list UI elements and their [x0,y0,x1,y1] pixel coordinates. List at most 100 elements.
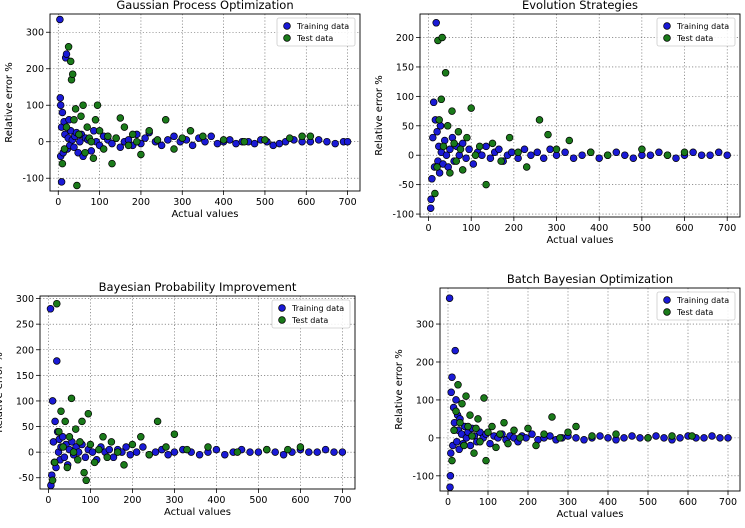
training-point [48,397,57,405]
legend: Training data Test data [271,299,351,329]
training-point [708,432,716,440]
test-point [162,443,170,451]
x-tick-label: 100 [479,497,497,508]
y-tick-label: -50 [18,473,34,484]
test-point [86,440,95,449]
test-point [510,426,518,435]
y-tick-label: 200 [26,64,44,75]
test-point [89,154,98,162]
test-point [55,427,63,436]
test-point [462,392,470,400]
test-series [431,33,689,198]
x-tick-label: 0 [45,495,51,506]
test-point [95,445,103,454]
training-legend-marker [278,304,286,312]
test-point [458,399,466,408]
y-tick-label: -50 [398,180,414,191]
training-point [88,448,97,456]
test-point [437,95,446,104]
y-tick-label: 0 [408,151,414,162]
test-point [443,122,452,130]
test-point [73,181,81,190]
training-point [697,151,706,159]
test-point [472,424,480,433]
training-point [132,448,141,456]
training-point [58,108,67,117]
test-point [482,456,490,465]
test-point [456,145,465,154]
training-point [478,151,486,159]
y-tick-label: 300 [16,294,34,305]
x-tick-label: 600 [679,497,697,508]
training-point [426,204,435,212]
test-point [62,123,71,131]
training-point [70,143,78,151]
test-point [240,137,249,146]
test-point [199,132,207,141]
subplot-batch-bayesian-optimization: 0 100 200 300 400 500 600 700 -100 0 100 200 300 Batc… [394,272,741,520]
y-axis-label: Relative error % [394,349,405,429]
test-point [458,166,467,174]
legend: Training data Test data [656,17,736,47]
training-point [660,434,668,442]
x-tick-label: 200 [123,495,141,506]
test-point [524,424,532,433]
test-point [497,157,505,165]
legend-box [656,17,736,47]
training-point [170,132,178,141]
training-point [157,141,166,150]
test-point [48,476,57,485]
y-tick-label: -100 [22,174,44,185]
test-series [58,43,315,190]
x-tick-label: 100 [91,197,109,208]
y-tick-label: 250 [16,320,34,331]
training-point [76,137,84,146]
training-point [595,154,603,162]
x-tick-label: 0 [55,197,61,208]
test-point [433,163,441,171]
test-point [482,180,490,189]
x-tick-label: 400 [599,497,617,508]
training-point [46,305,55,313]
test-point [452,157,461,165]
test-point [120,123,129,131]
test-point [82,476,90,485]
subplot-gaussian-process: 0 100 200 300 400 500 600 700 -100 0 100 200 300 Gaus… [4,0,361,220]
test-point [505,133,514,142]
test-point [161,116,170,124]
y-axis-label: Relative error % [0,352,5,432]
training-point [232,139,240,148]
test-point [120,461,128,469]
x-tick-label: 300 [165,495,183,506]
test-point [137,150,145,159]
training-point [433,127,441,136]
plot-frame [419,13,741,218]
x-tick-label: 500 [256,197,274,208]
training-point [447,388,455,397]
test-point [80,468,88,477]
x-tick-label: 400 [207,495,225,506]
x-tick-label: 400 [215,197,233,208]
x-axis-label: Actual values [546,235,613,246]
training-point [116,143,125,151]
test-point [480,394,488,402]
training-point [250,139,259,148]
training-point [569,154,578,162]
chart-title: Bayesian Probability Improvement [99,280,297,294]
test-point [104,132,112,141]
training-point [716,434,724,442]
training-point [139,443,147,451]
test-point [460,441,468,450]
x-tick-label: 300 [547,223,565,234]
training-point [700,434,708,442]
training-point [60,453,69,462]
training-point [429,133,437,142]
training-point [442,151,451,159]
y-tick-label: 150 [16,371,34,382]
training-point [453,437,461,446]
y-tick-label: 50 [22,422,34,433]
test-point [57,407,65,415]
chart-title: Gaussian Process Optimization [116,0,293,12]
test-point [638,145,646,154]
test-legend-marker [283,34,291,42]
